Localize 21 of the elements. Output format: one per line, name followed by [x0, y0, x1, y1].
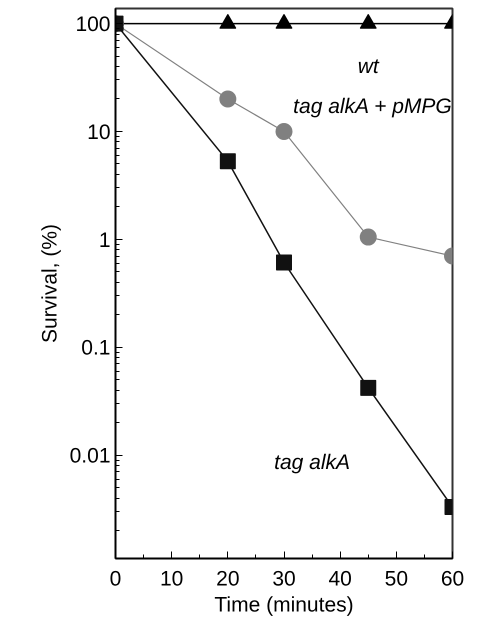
y-tick-label: 10	[87, 120, 110, 144]
y-tick-label: 0.1	[81, 336, 111, 360]
x-axis-title: Time (minutes)	[214, 594, 354, 616]
x-tick-label: 60	[440, 568, 464, 590]
x-tick-label: 20	[216, 568, 240, 590]
point	[276, 254, 292, 270]
x-tick-label: 30	[272, 568, 296, 590]
x-tick-label: 40	[328, 568, 352, 590]
x-tick-label: 0	[110, 568, 122, 590]
x-tick-label: 50	[384, 568, 408, 590]
point	[220, 153, 236, 170]
y-axis-title: Survival, (%)	[38, 224, 62, 344]
x-tick-label: 10	[160, 568, 184, 590]
y-tick-label: 0.01	[70, 444, 111, 468]
series-label: wt	[358, 55, 380, 78]
point	[276, 122, 292, 140]
series-label: tag alkA + pMPG	[293, 95, 452, 118]
y-tick-label: 100	[75, 13, 111, 36]
point	[219, 90, 236, 108]
y-tick-label: 1	[98, 228, 111, 252]
text: tag alkA	[274, 451, 350, 474]
